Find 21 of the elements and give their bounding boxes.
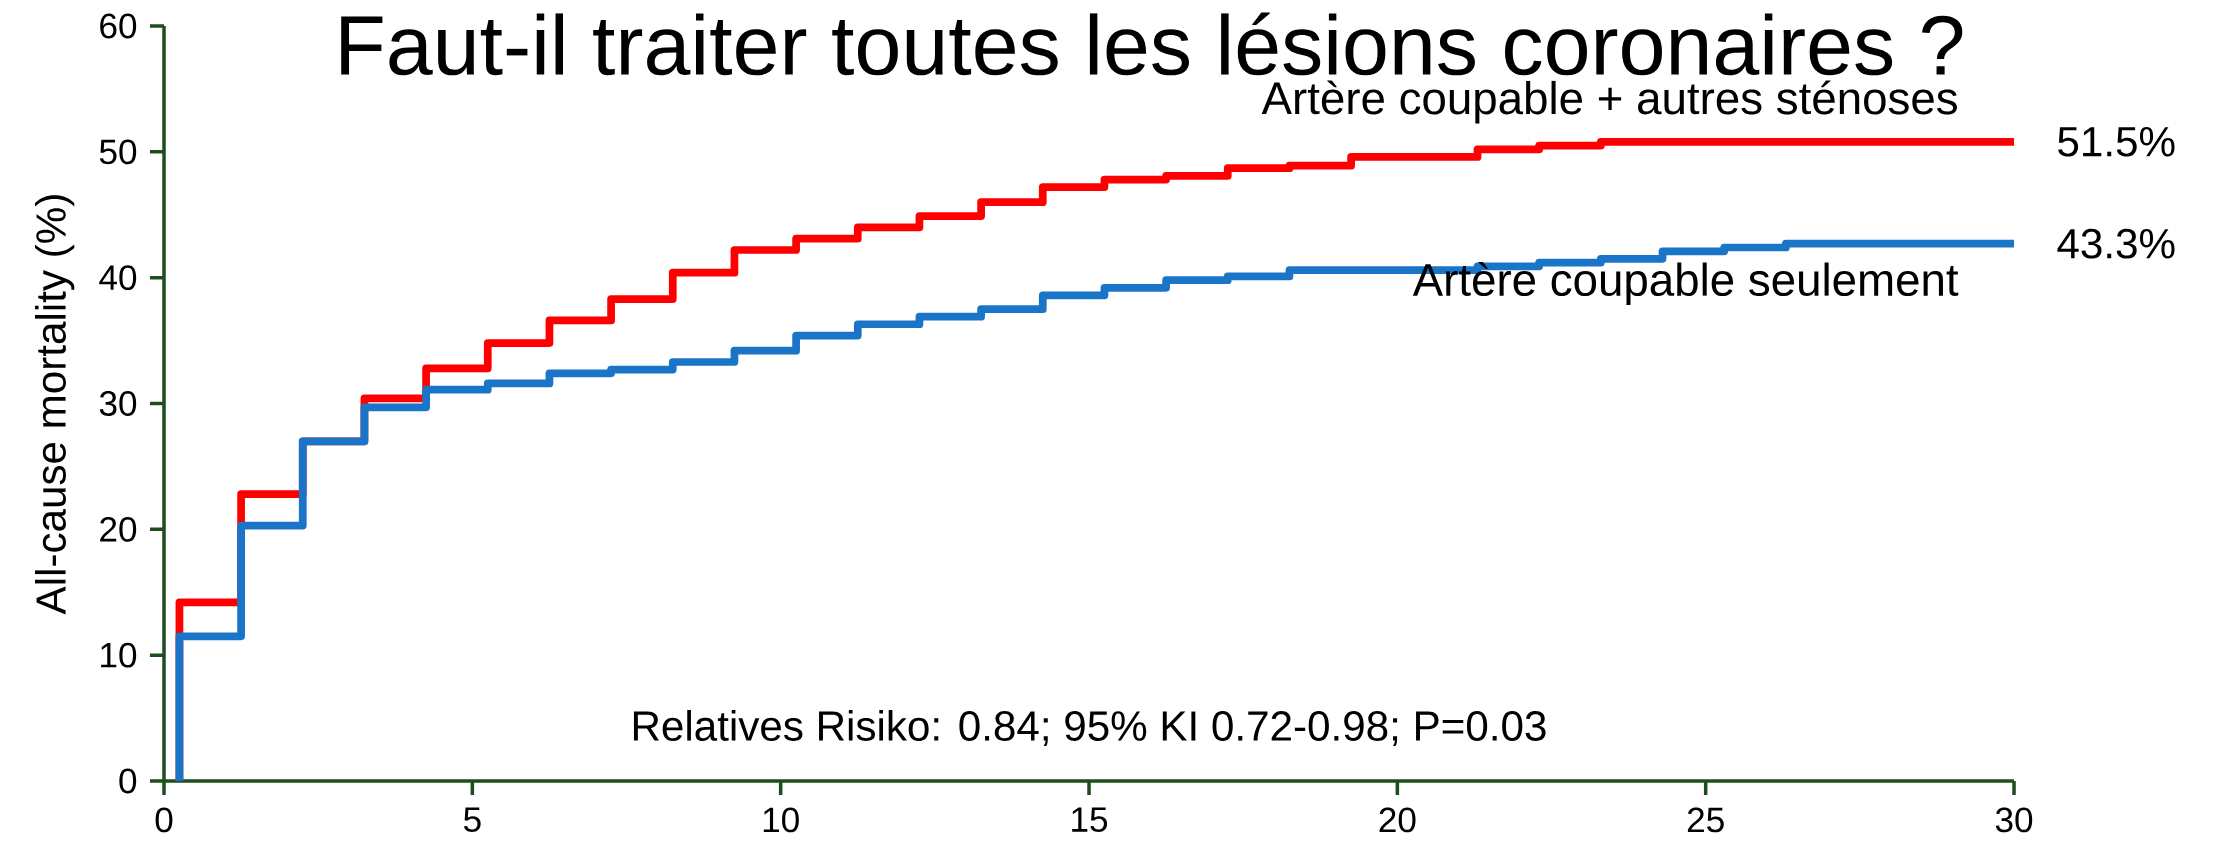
annotation: 51.5% xyxy=(2058,126,2175,157)
x-tick-label: 25 xyxy=(1687,807,1724,833)
x-tick-label: 5 xyxy=(464,807,481,832)
y-tick-label: 60 xyxy=(100,13,137,39)
series-label: Artère coupable + autres sténoses xyxy=(1261,80,1958,124)
y-tick-label: 50 xyxy=(99,139,137,165)
x-tick-label: 20 xyxy=(1379,807,1416,833)
annotation: 43.3% xyxy=(2057,228,2175,259)
x-tick-label: 10 xyxy=(763,807,799,833)
x-tick-label: 30 xyxy=(1995,807,2033,833)
annotation: Relatives Risiko: 0.84; 95% KI 0.72-0.98; P=0.03 xyxy=(633,710,1546,746)
x-tick-label: 15 xyxy=(1072,807,1108,832)
y-tick-label: 30 xyxy=(99,391,137,416)
x-tick-label: 0 xyxy=(155,807,173,833)
chart-title: Faut-il traiter toutes les lésions coronaires ? xyxy=(341,12,1963,76)
y-tick-label: 10 xyxy=(101,642,137,668)
y-tick-label: 0 xyxy=(119,768,137,794)
y-tick-label: 20 xyxy=(100,516,137,542)
y-tick-label: 40 xyxy=(99,265,137,291)
series-label: Artère coupable seulement xyxy=(1412,262,1959,306)
y-axis-title: All-cause mortality (%) xyxy=(35,195,75,615)
